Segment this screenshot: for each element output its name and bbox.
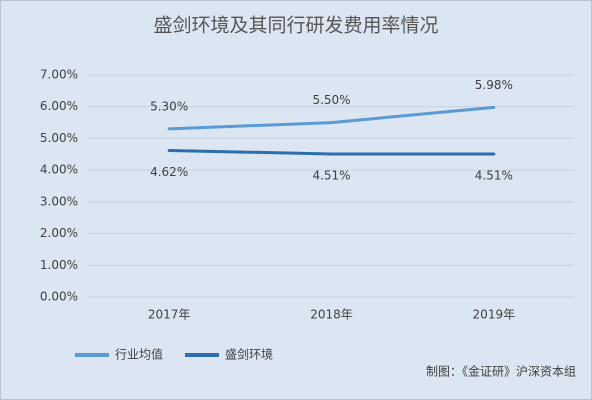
- line: [167, 148, 496, 156]
- y-tick-label: 4.00%: [40, 163, 78, 177]
- x-tick-label: 2018年: [310, 308, 353, 322]
- x-tick-label: 2017年: [148, 308, 191, 322]
- chart-title: 盛剑环境及其同行研发费用率情况: [153, 15, 438, 37]
- y-tick-label: 1.00%: [40, 258, 78, 272]
- data-label: 5.98%: [475, 78, 513, 92]
- y-tick-label: 5.00%: [40, 131, 78, 145]
- data-label: 4.51%: [312, 168, 350, 182]
- line: [167, 105, 496, 131]
- y-tick-label: 3.00%: [40, 194, 78, 208]
- data-label: 5.50%: [312, 93, 350, 107]
- legend-label: 盛剑环境: [225, 347, 273, 362]
- data-label: 4.62%: [150, 165, 188, 179]
- data-label: 4.51%: [475, 168, 513, 182]
- y-tick-label: 2.00%: [40, 226, 78, 240]
- y-tick-label: 0.00%: [40, 290, 78, 304]
- y-tick-label: 7.00%: [40, 68, 78, 82]
- legend-label: 行业均值: [115, 347, 163, 362]
- y-tick-label: 6.00%: [40, 99, 78, 113]
- x-tick-label: 2019年: [473, 308, 516, 322]
- source-note: 制图：《金证研》沪深资本组: [426, 364, 576, 379]
- data-label: 5.30%: [150, 99, 188, 113]
